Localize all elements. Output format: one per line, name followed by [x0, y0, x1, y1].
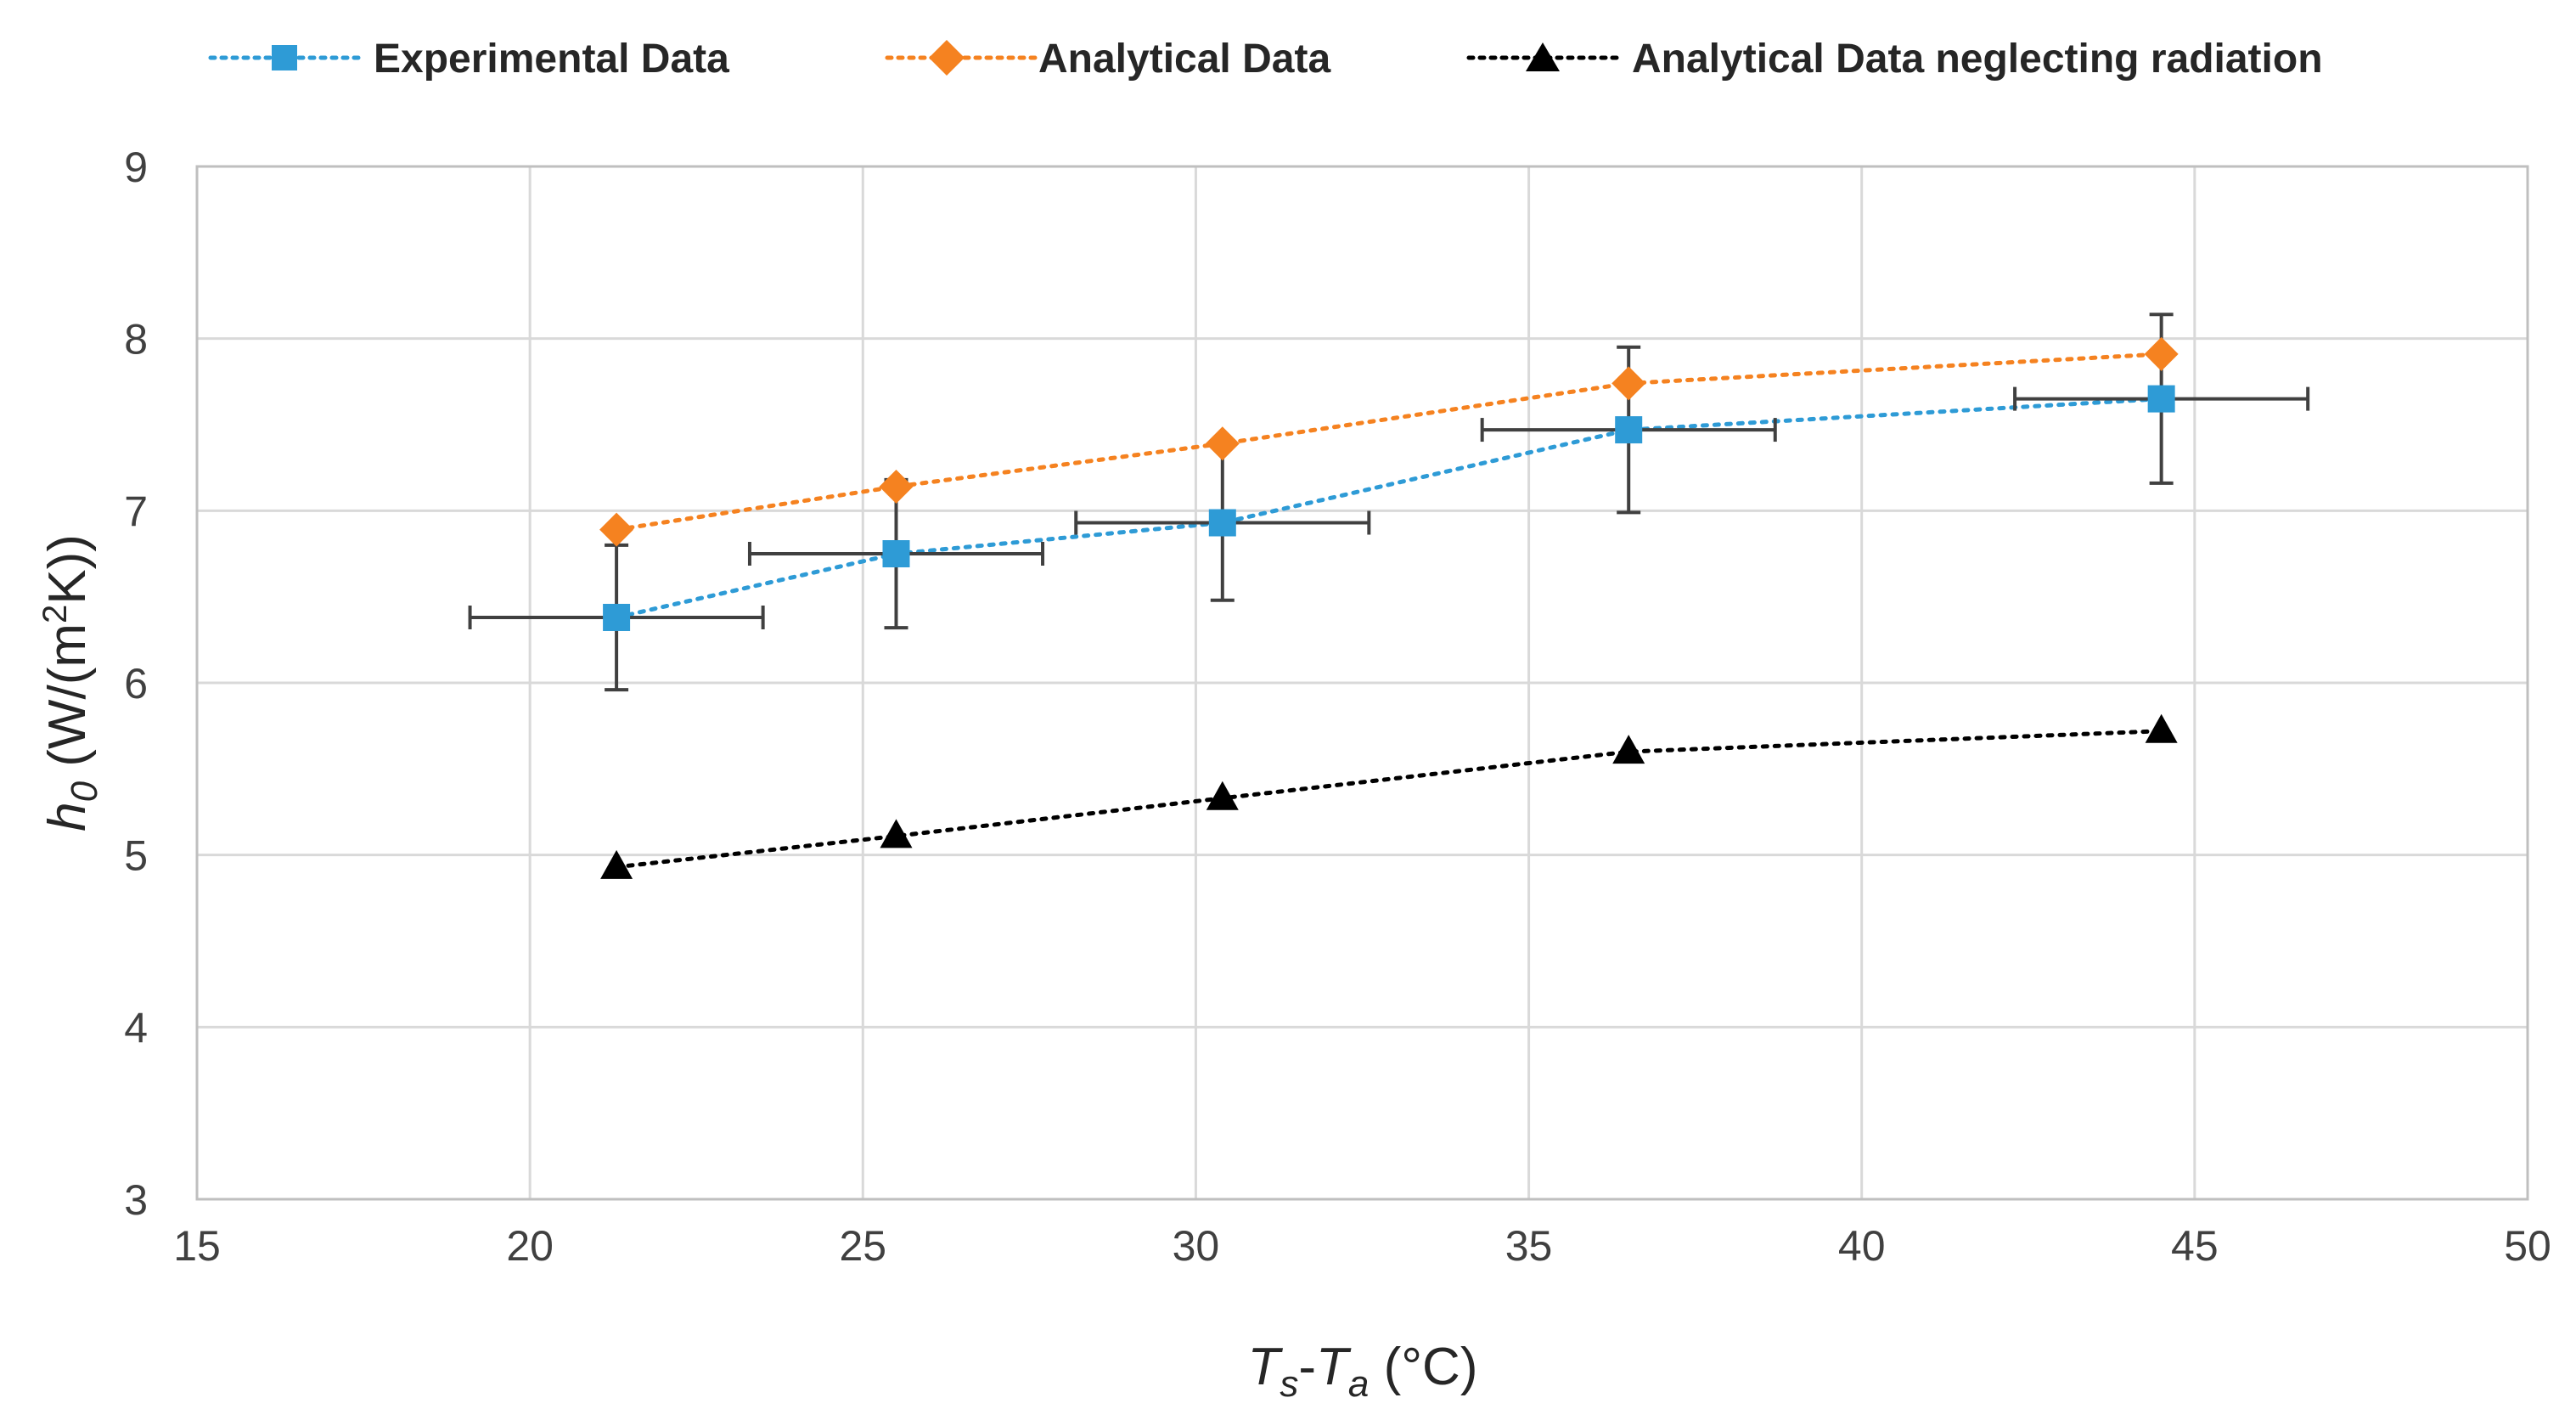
- y-title-unit1: (W/(m: [38, 623, 97, 781]
- legend-label-analytical: Analytical Data: [1038, 37, 1330, 82]
- x-axis-ticks: 15 20 25 30 35 40 45 50: [173, 1222, 2551, 1270]
- y-tick-label: 8: [124, 316, 148, 364]
- legend-item-no-radiation: Analytical Data neglecting radiation: [1466, 37, 2323, 82]
- legend-label-experimental: Experimental Data: [374, 37, 729, 82]
- y-title-sub: 0: [64, 781, 105, 802]
- legend-marker-diamond-icon: [929, 40, 965, 76]
- data-point: [599, 512, 634, 547]
- data-point: [600, 849, 633, 879]
- data-point: [1612, 735, 1645, 764]
- plot-area-border: [195, 165, 2529, 1201]
- y-tick-label: 9: [124, 144, 148, 191]
- x-title-dash: -: [1298, 1338, 1316, 1396]
- data-point: [1208, 509, 1236, 537]
- x-tick-label: 45: [2171, 1222, 2219, 1270]
- series-layer: [468, 313, 2310, 879]
- data-point: [1615, 416, 1643, 444]
- x-title-t: T: [1248, 1338, 1284, 1396]
- y-tick-label: 7: [124, 488, 148, 535]
- x-title-sub-a: a: [1348, 1363, 1369, 1405]
- series-markers-0: [603, 385, 2175, 631]
- data-point: [882, 540, 910, 567]
- y-title-h: h: [38, 802, 97, 831]
- data-point: [2147, 385, 2175, 413]
- legend-marker-triangle-icon: [1526, 42, 1560, 71]
- x-tick-label: 15: [173, 1222, 221, 1270]
- legend-marker-square-icon: [272, 45, 297, 70]
- data-point: [880, 819, 913, 848]
- y-title-sup: 2: [37, 605, 74, 623]
- x-tick-label: 50: [2504, 1222, 2551, 1270]
- series-markers-1: [599, 336, 2179, 547]
- x-title-sub-s: s: [1280, 1363, 1298, 1405]
- data-point: [2145, 713, 2178, 743]
- series-line: [614, 397, 2164, 620]
- y-tick-label: 4: [124, 1004, 148, 1051]
- legend-item-experimental: Experimental Data: [208, 37, 729, 82]
- x-tick-label: 40: [1838, 1222, 1886, 1270]
- data-point: [879, 469, 914, 504]
- series-markers-2: [600, 713, 2178, 879]
- data-point: [2144, 336, 2179, 371]
- gridlines: [197, 166, 2528, 1199]
- y-axis-title: h0 (W/(m2K)): [37, 534, 105, 831]
- y-axis-ticks: 3 4 5 6 7 8 9: [124, 144, 148, 1224]
- x-axis-title: Ts-Ta (°C): [1248, 1338, 1478, 1405]
- legend-item-analytical: Analytical Data: [885, 37, 1330, 82]
- data-point: [1206, 781, 1239, 810]
- data-point: [1611, 366, 1646, 401]
- legend: Experimental Data Analytical Data Analyt…: [208, 37, 2323, 82]
- x-tick-label: 25: [839, 1222, 886, 1270]
- x-tick-label: 35: [1505, 1222, 1553, 1270]
- legend-label-no-radiation: Analytical Data neglecting radiation: [1632, 37, 2323, 82]
- y-title-unit2: K)): [38, 534, 97, 605]
- data-point: [603, 603, 631, 631]
- data-point: [1205, 426, 1240, 461]
- x-tick-label: 20: [506, 1222, 554, 1270]
- x-tick-label: 30: [1173, 1222, 1220, 1270]
- y-tick-label: 6: [124, 660, 148, 707]
- x-title-ta: T: [1316, 1338, 1352, 1396]
- y-tick-label: 3: [124, 1176, 148, 1224]
- x-title-unit: (°C): [1369, 1338, 1477, 1396]
- y-tick-label: 5: [124, 832, 148, 880]
